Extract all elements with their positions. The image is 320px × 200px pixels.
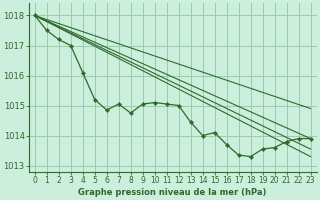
X-axis label: Graphe pression niveau de la mer (hPa): Graphe pression niveau de la mer (hPa) (78, 188, 267, 197)
